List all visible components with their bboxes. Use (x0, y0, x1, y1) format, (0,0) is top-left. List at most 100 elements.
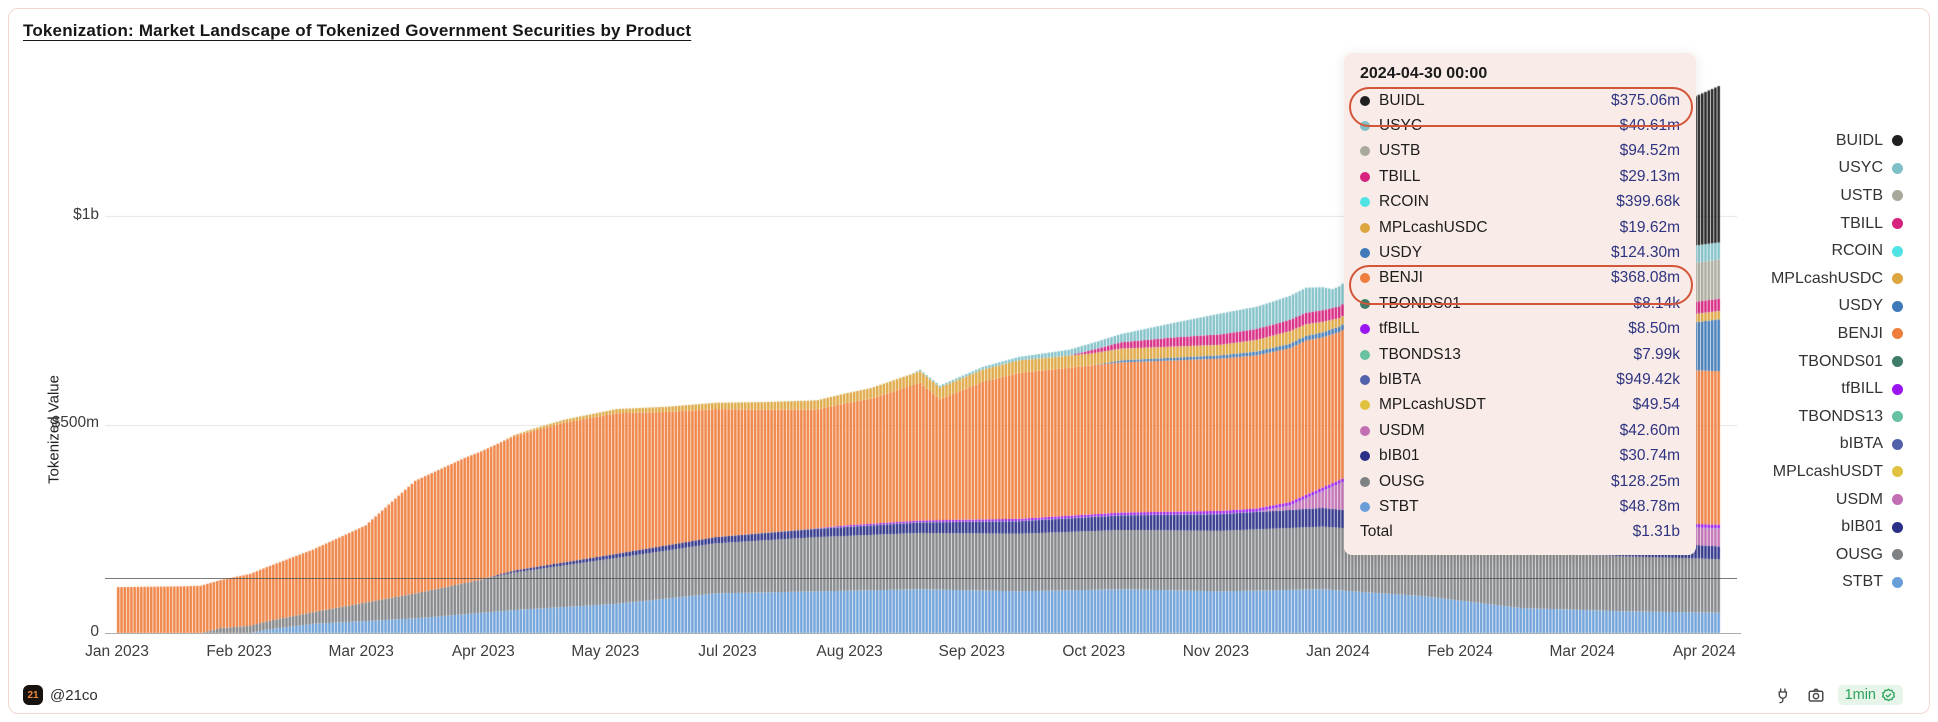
author-handle: @21co (50, 686, 98, 704)
tooltip-series-value: $48.78m (1619, 497, 1680, 515)
x-axis-label: Mar 2024 (1549, 643, 1615, 660)
legend-color-dot (1892, 549, 1903, 561)
legend-color-dot (1892, 273, 1903, 285)
legend-item-usdy[interactable]: USDY (1771, 293, 1903, 321)
legend-item-tbill[interactable]: TBILL (1771, 210, 1903, 238)
tooltip-series-value: $19.62m (1619, 218, 1680, 236)
legend-label: MPLcashUSDT (1772, 462, 1883, 480)
chart-tooltip: 2024-04-30 00:00 BUIDL $375.06m USYC $40.61… (1344, 53, 1696, 556)
tooltip-series-value: $30.74m (1619, 447, 1680, 465)
legend-label: RCOIN (1831, 242, 1883, 260)
tooltip-series-value: $128.25m (1611, 472, 1680, 490)
legend-item-rcoin[interactable]: RCOIN (1771, 237, 1903, 265)
x-axis-label: Mar 2023 (328, 643, 394, 660)
legend-item-ustb[interactable]: USTB (1771, 182, 1903, 210)
tooltip-series-label: bIBTA (1379, 370, 1421, 388)
x-axis-labels: Jan 2023 Feb 2023 Mar 2023 Apr 2023 May 2023… (9, 643, 1929, 665)
tooltip-series-dot (1360, 197, 1370, 208)
tooltip-series-value: $94.52m (1619, 142, 1680, 160)
verified-check-icon (1882, 688, 1895, 701)
legend-item-buidl[interactable]: BUIDL (1771, 127, 1903, 155)
tooltip-series-dot (1360, 171, 1370, 182)
tooltip-row-bibta: bIBTA $949.42k (1360, 367, 1680, 392)
tooltip-series-label: BUIDL (1379, 91, 1425, 109)
legend-item-stbt[interactable]: STBT (1771, 569, 1903, 597)
tooltip-row-usyc: USYC $40.61m (1360, 113, 1680, 138)
tooltip-series-label: bIB01 (1379, 447, 1420, 465)
tooltip-row-buidl: BUIDL $375.06m (1360, 88, 1680, 113)
page-title: Tokenization: Market Landscape of Tokeni… (23, 21, 692, 40)
legend-label: OUSG (1835, 545, 1883, 563)
tooltip-series-value: $124.30m (1611, 244, 1680, 262)
plug-icon[interactable] (1774, 685, 1794, 705)
tooltip-total-label: Total (1360, 523, 1393, 541)
tooltip-series-value: $42.60m (1619, 421, 1680, 439)
x-axis-label: Sep 2023 (938, 643, 1005, 660)
tooltip-series-value: $375.06m (1611, 91, 1680, 109)
legend-color-dot (1892, 328, 1903, 340)
tooltip-series-value: $8.50m (1628, 320, 1680, 338)
tooltip-series-dot (1360, 425, 1370, 436)
tooltip-row-mplcashusdc: MPLcashUSDC $19.62m (1360, 215, 1680, 240)
legend-item-tbonds01[interactable]: TBONDS01 (1771, 348, 1903, 376)
legend-color-dot (1892, 245, 1903, 257)
tooltip-series-dot (1360, 324, 1370, 335)
tooltip-series-dot (1360, 121, 1370, 132)
camera-icon[interactable] (1806, 685, 1826, 705)
21co-logo-icon: 21 (23, 685, 43, 705)
tooltip-series-dot (1360, 273, 1370, 284)
legend-item-mplcashusdc[interactable]: MPLcashUSDC (1771, 265, 1903, 293)
tooltip-row-ustb: USTB $94.52m (1360, 139, 1680, 164)
tooltip-row-stbt: STBT $48.78m (1360, 494, 1680, 519)
tooltip-series-value: $40.61m (1619, 117, 1680, 135)
tooltip-series-label: USTB (1379, 142, 1421, 160)
legend-label: TBILL (1840, 214, 1883, 232)
legend-label: USTB (1840, 186, 1883, 204)
legend-item-ousg[interactable]: OUSG (1771, 541, 1903, 569)
legend-item-tbonds13[interactable]: TBONDS13 (1771, 403, 1903, 431)
legend-item-mplcashusdt[interactable]: MPLcashUSDT (1771, 458, 1903, 486)
legend-color-dot (1892, 300, 1903, 312)
x-axis-label: Jan 2023 (85, 643, 149, 660)
legend-label: STBT (1842, 573, 1883, 591)
tooltip-row-benji: BENJI $368.08m (1360, 266, 1680, 291)
legend-color-dot (1892, 494, 1903, 506)
legend-label: BENJI (1837, 324, 1883, 342)
legend-item-tfbill[interactable]: tfBILL (1771, 375, 1903, 403)
legend-label: USDY (1838, 297, 1883, 315)
tooltip-row-tbill: TBILL $29.13m (1360, 164, 1680, 189)
tooltip-series-dot (1360, 374, 1370, 385)
tooltip-row-ousg: OUSG $128.25m (1360, 469, 1680, 494)
legend-item-usdm[interactable]: USDM (1771, 486, 1903, 514)
legend-item-usyc[interactable]: USYC (1771, 155, 1903, 183)
tooltip-series-value: $49.54 (1632, 396, 1680, 414)
x-axis-label: Oct 2023 (1062, 643, 1126, 660)
legend-color-dot (1892, 356, 1903, 368)
tooltip-row-tfbill: tfBILL $8.50m (1360, 317, 1680, 342)
tooltip-series-value: $29.13m (1619, 167, 1680, 185)
legend-item-benji[interactable]: BENJI (1771, 320, 1903, 348)
x-axis-label: May 2023 (571, 643, 640, 660)
tooltip-series-label: OUSG (1379, 472, 1425, 490)
tooltip-series-dot (1360, 298, 1370, 309)
x-axis-label: Feb 2023 (206, 643, 272, 660)
legend-color-dot (1892, 383, 1903, 395)
tooltip-row-bib01: bIB01 $30.74m (1360, 443, 1680, 468)
tooltip-series-label: RCOIN (1379, 193, 1429, 211)
tooltip-series-dot (1360, 222, 1370, 233)
refresh-interval-badge[interactable]: 1min (1837, 685, 1903, 705)
tooltip-total-row: Total $1.31b (1360, 520, 1680, 545)
tooltip-series-label: TBILL (1379, 167, 1421, 185)
tooltip-series-value: $399.68k (1616, 193, 1680, 211)
legend-label: tfBILL (1841, 380, 1883, 398)
tooltip-series-dot (1360, 95, 1370, 106)
legend-item-bibta[interactable]: bIBTA (1771, 431, 1903, 459)
tooltip-series-label: USDY (1379, 244, 1423, 262)
dashboard-card: Tokenization: Market Landscape of Tokeni… (8, 8, 1930, 714)
legend-color-dot (1892, 576, 1903, 588)
legend-item-bib01[interactable]: bIB01 (1771, 513, 1903, 541)
tooltip-row-tbonds13: TBONDS13 $7.99k (1360, 342, 1680, 367)
x-axis-label: Apr 2024 (1672, 643, 1736, 660)
legend-label: TBONDS13 (1798, 407, 1883, 425)
legend-color-dot (1892, 411, 1903, 423)
